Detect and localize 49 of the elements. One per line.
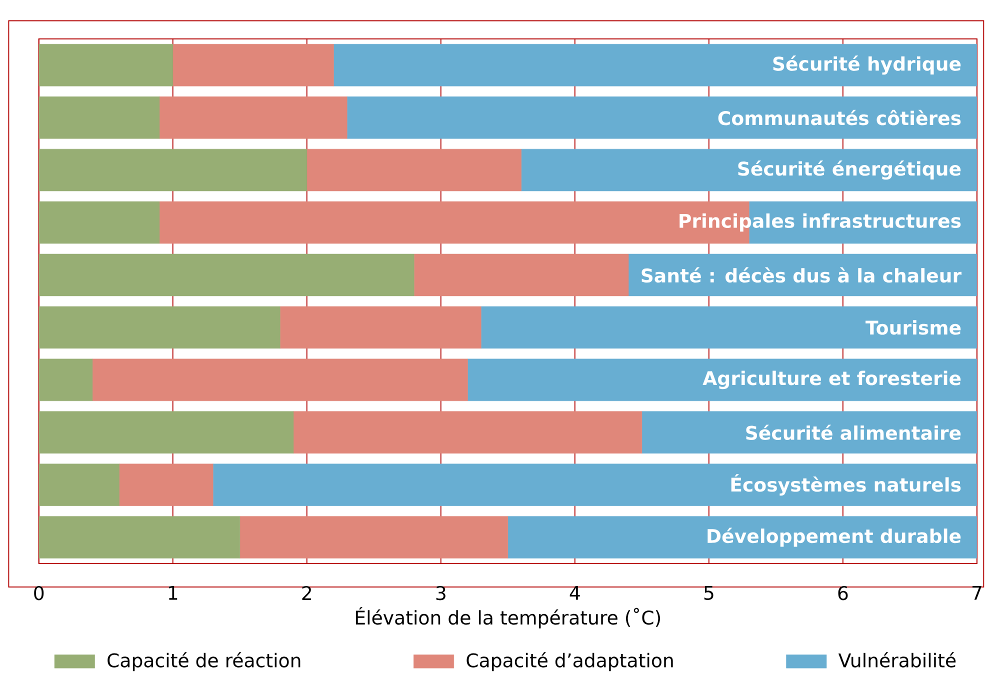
- bar: [628, 254, 977, 296]
- bar: [92, 359, 468, 402]
- bar: [38, 202, 160, 244]
- y-tick-label: Agriculture et foresterie: [702, 370, 961, 390]
- bar: [212, 464, 977, 506]
- bar: [38, 149, 308, 192]
- bar: [642, 411, 977, 454]
- bar: [38, 411, 294, 454]
- legend-label: Capacité d’adaptation: [466, 652, 673, 672]
- bar: [172, 44, 334, 87]
- x-tick-label: 6: [838, 586, 848, 600]
- x-tick-label: 2: [302, 586, 311, 600]
- y-tick-label: Santé : décès dus à la chaleur: [642, 268, 962, 283]
- bar: [508, 516, 977, 559]
- y-tick-label: Sécurité énergétique: [738, 160, 961, 180]
- bar: [119, 464, 214, 506]
- y-tick-label: Tourisme: [866, 320, 961, 335]
- x-tick-label: 1: [168, 586, 178, 600]
- legend-label: Vulnérabilité: [838, 652, 956, 668]
- bar: [38, 516, 240, 559]
- bar: [280, 306, 482, 349]
- y-tick-label: Écosystèmes naturels: [731, 474, 961, 496]
- bar: [159, 96, 348, 139]
- bar: [414, 254, 629, 296]
- y-tick-label: Développement durable: [708, 528, 961, 548]
- x-tick-label: 3: [436, 586, 446, 600]
- bar: [240, 516, 508, 559]
- x-tick-label: 5: [704, 586, 714, 600]
- bar: [346, 96, 977, 139]
- bar: [480, 306, 977, 349]
- y-tick-label: Sécurité hydrique: [773, 56, 961, 75]
- bar: [293, 411, 642, 454]
- bar: [468, 359, 977, 402]
- y-tick-label: Communautés côtières: [718, 110, 961, 126]
- bar: [306, 149, 522, 192]
- bar: [38, 254, 414, 296]
- x-tick-label: 7: [972, 586, 982, 600]
- bar: [38, 359, 93, 402]
- x-tick-label: 0: [34, 586, 44, 600]
- x-tick-label: 4: [570, 586, 580, 600]
- y-tick-label: Sécurité alimentaire: [746, 424, 961, 440]
- bar: [38, 44, 174, 87]
- bar: [38, 464, 120, 506]
- bar: [334, 44, 977, 87]
- bar: [38, 306, 280, 349]
- legend-label: Capacité de réaction: [108, 652, 300, 672]
- bar: [521, 149, 977, 192]
- bar: [38, 96, 160, 139]
- x-axis-title: Élévation de la température (˚C): [356, 607, 660, 629]
